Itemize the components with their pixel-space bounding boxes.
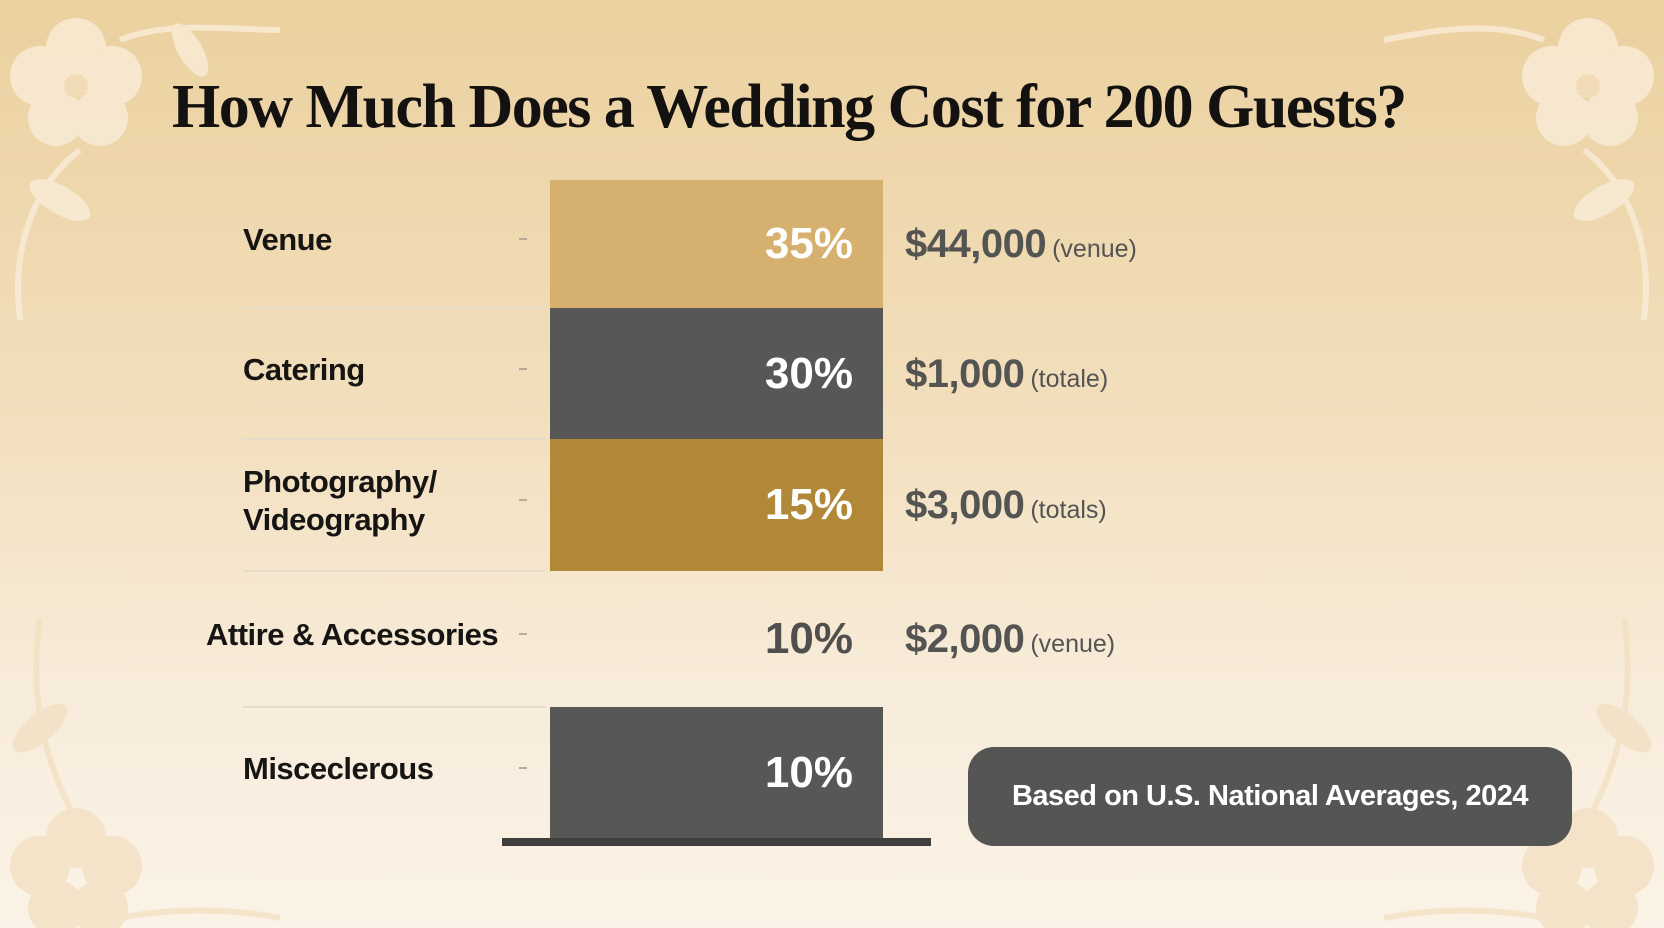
flower-decoration-top-right-icon	[1383, 18, 1654, 321]
row-separator	[243, 706, 545, 708]
category-label: Catering	[243, 351, 365, 387]
category-label: Venue	[243, 222, 332, 257]
category-label: Attire & Accessories	[206, 617, 499, 652]
cost-note: (totale)	[1030, 364, 1109, 393]
bar-0	[550, 180, 883, 308]
cost-amount: $44,000	[905, 222, 1047, 266]
cost-label: $1,000 (totale)	[905, 349, 1108, 408]
cost-amount: $3,000	[905, 483, 1025, 527]
value-label: 15%	[764, 480, 853, 529]
cost-amount: $2,000	[905, 617, 1025, 661]
source-note-text: Based on U.S. National Averages, 2024	[1011, 780, 1529, 812]
tick-mark	[519, 238, 527, 240]
tick-mark	[519, 633, 527, 635]
value-label: 10%	[764, 614, 853, 663]
flower-decoration-bottom-right-icon	[1383, 617, 1654, 928]
cost-note: (venue)	[1030, 630, 1116, 658]
cost-label: $44,000 (venue)	[905, 219, 1137, 278]
tick-mark	[519, 766, 527, 769]
chart-baseline	[502, 838, 931, 846]
value-label: 10%	[764, 747, 853, 797]
cost-note: (totals)	[1030, 496, 1107, 524]
bar-4	[550, 707, 883, 838]
cost-amount: $1,000	[905, 351, 1025, 396]
bar-2	[550, 439, 883, 571]
category-label: Photography/ Videography	[243, 464, 437, 537]
row-separator	[243, 438, 545, 440]
row-separator	[243, 570, 545, 572]
category-label: Misceclerous	[243, 750, 434, 786]
cost-label: $3,000 (totals)	[905, 480, 1107, 539]
bar-1	[550, 308, 883, 439]
tick-mark	[519, 367, 527, 370]
flower-decoration-bottom-left-icon	[10, 617, 281, 928]
cost-label: $2,000 (venue)	[905, 614, 1115, 673]
flower-decoration-top-left-icon	[10, 18, 281, 321]
value-label: 30%	[764, 348, 853, 398]
cost-note: (venue)	[1052, 235, 1137, 263]
chart-title: How Much Does a Wedding Cost for 200 Gue…	[172, 73, 1407, 141]
value-label: 35%	[764, 219, 853, 268]
source-note-badge: Based on U.S. National Averages, 2024	[968, 747, 1572, 846]
row-separator	[243, 307, 545, 309]
tick-mark	[519, 499, 527, 501]
